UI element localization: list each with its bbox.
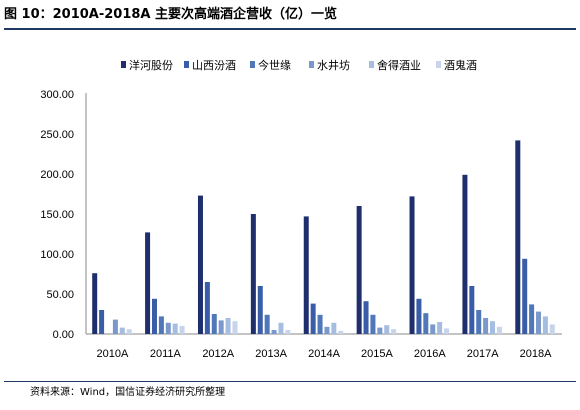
bar [522, 258, 528, 334]
bar [232, 321, 238, 334]
bar [119, 327, 125, 334]
bar [165, 322, 171, 334]
bar [444, 328, 450, 334]
legend-swatch [121, 61, 126, 68]
bar [416, 298, 422, 334]
legend-swatch [309, 61, 314, 68]
bar [317, 314, 323, 334]
bar [549, 324, 555, 334]
legend-label: 酒鬼酒 [444, 58, 477, 72]
bar [126, 329, 132, 334]
bar [469, 286, 475, 334]
y-tick-label: 100.00 [40, 249, 74, 261]
legend-swatch [436, 61, 441, 68]
bar [204, 282, 210, 334]
bar [409, 196, 415, 334]
x-tick-label: 2015A [361, 348, 393, 360]
bar [437, 322, 443, 334]
bar [179, 326, 185, 334]
bar [391, 329, 397, 334]
bar [462, 174, 468, 334]
legend-swatch [369, 61, 374, 68]
figure-title: 图 10：2010A-2018A 主要次高端酒企营收（亿）一览 [4, 7, 338, 22]
y-tick-label: 0.00 [53, 329, 74, 341]
y-tick-label: 200.00 [40, 169, 74, 181]
x-tick-label: 2017A [467, 348, 499, 360]
legend-label: 舍得酒业 [377, 58, 421, 72]
bar [370, 314, 376, 334]
bar [197, 195, 203, 334]
bar [211, 314, 217, 334]
bar [310, 303, 316, 334]
x-tick-label: 2016A [414, 348, 446, 360]
bar [257, 286, 263, 334]
bar [225, 318, 231, 334]
legend-swatch [250, 61, 255, 68]
y-tick-label: 250.00 [40, 129, 74, 141]
bar [271, 330, 277, 334]
bar [377, 327, 383, 334]
bar [218, 320, 224, 334]
bar [99, 310, 105, 334]
x-tick-label: 2011A [150, 348, 182, 360]
bar [151, 298, 157, 334]
bar [423, 313, 429, 334]
bar [483, 318, 489, 334]
x-tick-label: 2013A [255, 348, 287, 360]
bar [490, 321, 496, 334]
x-tick-label: 2012A [202, 348, 234, 360]
bar [356, 206, 362, 334]
legend-label: 今世缘 [258, 58, 291, 72]
bar [515, 140, 521, 334]
bar [158, 316, 164, 334]
bar [145, 232, 151, 334]
bar [264, 314, 270, 334]
bar [92, 273, 98, 334]
legend-label: 洋河股份 [129, 58, 173, 72]
bar [430, 324, 436, 334]
y-tick-label: 300.00 [40, 89, 74, 101]
bar [363, 301, 369, 334]
x-tick-label: 2018A [520, 348, 552, 360]
bar [250, 214, 256, 334]
bar [529, 304, 535, 334]
bar [285, 330, 291, 334]
source-note: 资料来源：Wind，国信证券经济研究所整理 [30, 387, 226, 398]
y-tick-label: 50.00 [46, 289, 74, 301]
legend-swatch [184, 61, 189, 68]
legend-label: 水井坊 [317, 58, 350, 72]
bar [112, 319, 118, 334]
y-tick-label: 150.00 [40, 209, 74, 221]
bar [331, 322, 337, 334]
bar [338, 330, 344, 334]
bar [542, 316, 548, 334]
bar [476, 310, 482, 334]
source-rule [4, 381, 576, 382]
bar [278, 322, 284, 334]
bar-chart: 洋河股份 山西汾酒 今世缘 水井坊 舍得酒业 酒鬼酒 0.00 50.00 100.00 150.… [40, 58, 562, 360]
title-rule [4, 28, 576, 30]
x-tick-label: 2014A [308, 348, 340, 360]
legend-label: 山西汾酒 [192, 59, 236, 72]
bar [384, 325, 390, 334]
x-tick-label: 2010A [97, 348, 129, 360]
bar [496, 326, 502, 334]
bar [172, 323, 178, 334]
bar [324, 326, 330, 334]
bar [303, 216, 309, 334]
bar [536, 311, 542, 334]
